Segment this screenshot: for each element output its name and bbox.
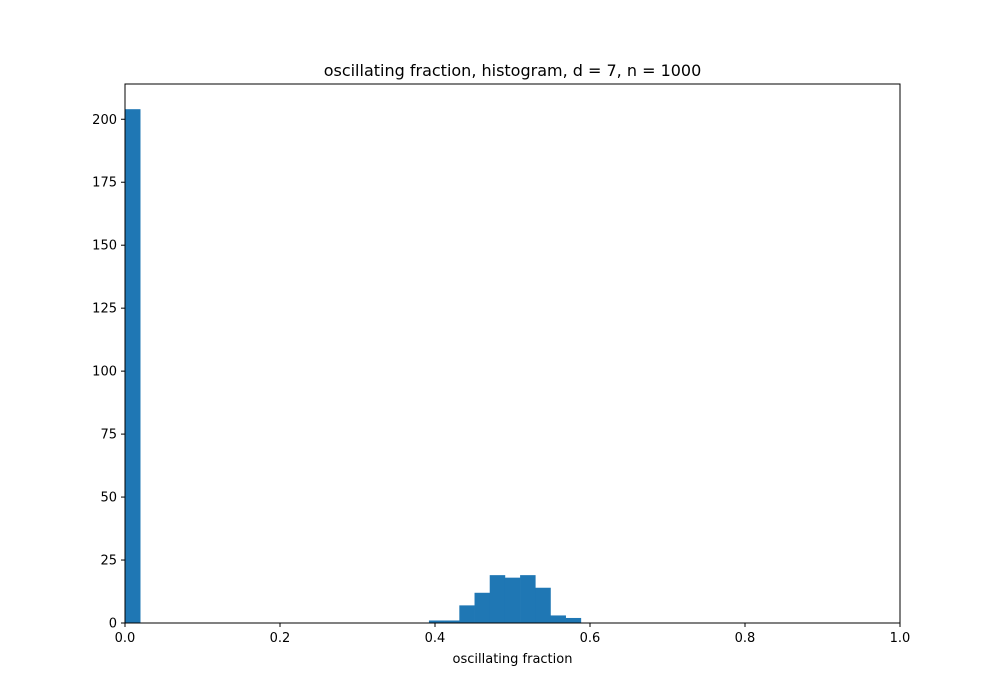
histogram-bar-5 (489, 575, 506, 623)
x-tick-label: 1.0 (890, 631, 911, 646)
x-axis-label: oscillating fraction (453, 652, 573, 667)
x-axis-ticks: 0.0 0.2 0.4 0.6 0.8 1.0 (115, 623, 911, 646)
x-tick-label: 0.0 (115, 631, 136, 646)
y-tick-label: 25 (100, 554, 117, 569)
plot-frame (124, 83, 901, 624)
y-tick-label: 125 (92, 302, 117, 317)
y-tick-label: 50 (100, 491, 117, 506)
histogram-bar-10 (565, 617, 582, 623)
histogram-bar-2 (444, 620, 460, 623)
y-tick-label: 100 (92, 365, 117, 380)
histogram-bar-3 (459, 605, 475, 623)
y-tick-label: 0 (109, 617, 117, 632)
histogram-bar-1 (428, 620, 445, 623)
histogram-bar-7 (520, 575, 536, 623)
chart-title: oscillating fraction, histogram, d = 7, … (324, 61, 702, 80)
histogram-bar-6 (504, 577, 521, 623)
y-tick-label: 175 (92, 176, 117, 191)
y-axis-ticks: 0 25 50 75 100 125 150 175 200 (92, 113, 125, 632)
histogram-bars (125, 109, 582, 623)
histogram-bar-4 (474, 592, 491, 623)
y-tick-label: 200 (92, 113, 117, 128)
x-tick-label: 0.6 (580, 631, 601, 646)
y-tick-label: 75 (100, 428, 117, 443)
histogram-bar-0 (125, 109, 141, 623)
x-tick-label: 0.2 (270, 631, 291, 646)
x-tick-label: 0.8 (735, 631, 756, 646)
histogram-bar-9 (550, 615, 566, 623)
x-tick-label: 0.4 (425, 631, 446, 646)
histogram-bar-8 (535, 587, 551, 623)
y-tick-label: 150 (92, 239, 117, 254)
